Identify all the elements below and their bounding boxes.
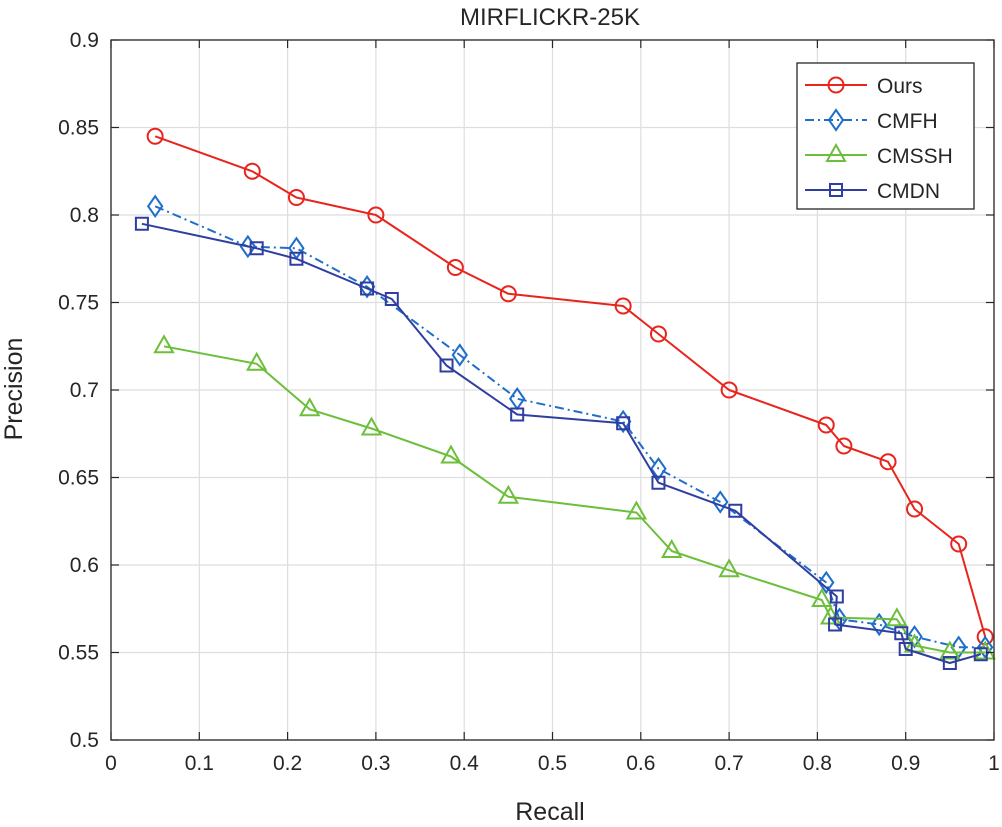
legend-label-cmdn: CMDN [877,180,940,203]
data-point-cmfh [870,612,888,637]
data-point-cmfh [712,490,729,514]
data-point-ours [499,285,517,303]
data-point-cmdn [384,292,399,306]
x-axis-title: Recall [515,798,584,826]
x-tick-label: 0.9 [891,752,920,775]
data-point-cmdn [898,642,913,656]
series-line-cmdn [141,222,982,664]
legend: Ours CMFH CMSSH CMDN [796,62,975,210]
data-point-ours [367,206,385,224]
series-cmdn [134,216,988,670]
data-point-cmssh [497,484,520,504]
data-point-ours [950,535,968,553]
data-point-cmdn [360,281,375,296]
x-tick-label: 0.7 [714,752,743,775]
data-point-cmfh [650,457,667,481]
data-point-cmdn [651,475,666,490]
x-tick-label: 0.3 [361,752,390,775]
data-point-cmdn [894,626,909,641]
y-tick-label: 0.75 [58,292,99,315]
data-point-ours [446,259,464,276]
data-point-cmdn [249,241,264,256]
data-point-cmfh [906,625,923,649]
y-tick-label: 0.6 [70,554,99,577]
legend-marker-cmfh [827,108,845,132]
x-tick-label: 0.1 [185,752,214,775]
y-tick-label: 0.55 [58,642,99,665]
data-point-ours [614,297,632,315]
data-point-cmdn [829,589,844,604]
x-tick-label: 0 [105,752,117,775]
x-tick-label: 0.4 [450,752,480,775]
legend-label-cmfh: CMFH [877,110,938,133]
legend-label-cmssh: CMSSH [877,145,953,168]
series-line-cmfh [154,205,986,649]
data-point-ours [243,162,261,180]
data-point-ours [835,437,853,455]
data-point-cmssh [360,416,383,436]
axis-ticks: 0 0.1 0.2 0.3 0.4 0.5 0.6 0.7 0.8 0.9 1 0.5 0.55 0.6 0… [58,29,1000,775]
data-point-cmdn [616,416,631,431]
series-line-cmssh [163,345,986,654]
series-cmssh [153,334,996,660]
data-point-cmssh [440,444,462,464]
data-point-cmdn [439,358,454,373]
y-tick-label: 0.7 [70,379,99,402]
data-point-cmfh [146,194,164,218]
legend-label-ours: Ours [877,75,923,98]
y-tick-label: 0.8 [70,204,99,227]
data-point-cmssh [718,558,740,578]
y-tick-label: 0.85 [58,117,99,140]
y-tick-label: 0.5 [70,729,99,752]
data-point-cmssh [298,397,321,417]
data-point-cmdn [289,251,304,266]
y-tick-label: 0.65 [58,467,99,490]
chart-title: MIRFLICKR-25K [460,4,640,31]
y-axis-title: Precision [0,338,28,441]
data-point-ours [287,189,305,206]
data-point-ours [817,416,835,434]
data-point-cmfh [976,635,994,659]
x-tick-label: 0.6 [626,752,655,775]
data-point-cmssh [939,640,961,660]
x-tick-label: 0.8 [803,752,832,775]
legend-item-ours: Ours [805,75,923,98]
legend-item-cmfh: CMFH [805,108,938,133]
series-layer [134,127,996,670]
legend-box [796,62,975,210]
data-point-cmdn [973,647,988,662]
data-point-ours [879,453,897,471]
data-point-cmssh [660,538,683,558]
x-tick-label: 0.2 [273,752,302,775]
data-point-cmdn [828,617,843,632]
data-point-cmdn [510,407,525,422]
data-point-cmdn [134,216,149,231]
data-point-ours [146,127,164,145]
data-point-cmdn [728,503,743,518]
y-tick-label: 0.9 [70,29,99,52]
data-point-cmdn [942,656,957,670]
data-point-cmssh [625,500,648,520]
data-point-cmssh [245,351,268,371]
legend-marker-cmdn [829,183,843,197]
legend-marker-ours [827,76,845,94]
legend-item-cmdn: CMDN [805,180,940,203]
series-line-ours [154,135,987,637]
x-tick-label: 0.5 [538,752,567,775]
x-tick-label: 1 [988,752,1000,775]
data-point-cmssh [886,607,908,627]
data-point-ours [720,381,738,399]
data-point-cmfh [818,570,835,595]
data-point-cmssh [153,334,175,354]
legend-item-cmssh: CMSSH [805,142,953,168]
data-point-ours [649,325,667,343]
data-point-cmfh [451,343,469,367]
data-point-ours [906,500,924,518]
legend-marker-cmssh [825,142,847,162]
data-point-cmssh [974,640,996,660]
data-point-cmssh [811,587,833,607]
